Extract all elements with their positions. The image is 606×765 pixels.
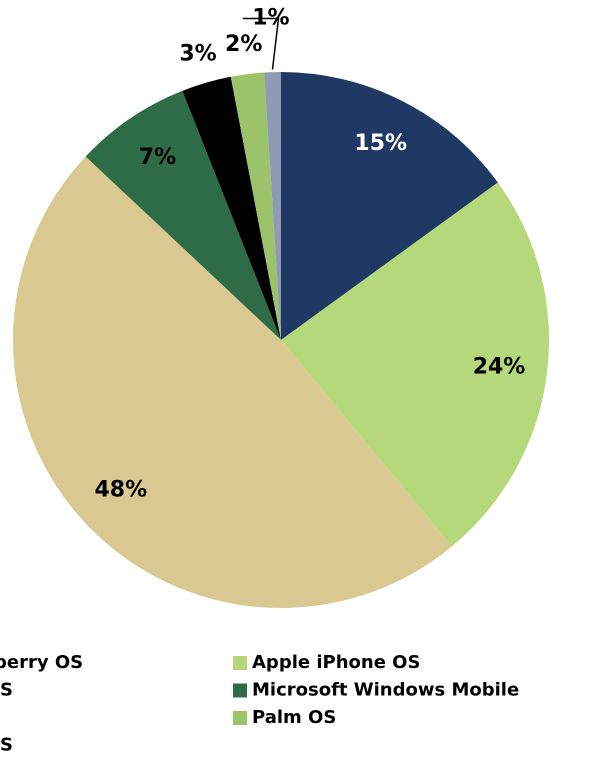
data-label: 2%: [225, 32, 262, 57]
pie-slice: [281, 72, 498, 340]
legend-label: Palm OS: [252, 707, 336, 728]
data-label: 7%: [139, 145, 176, 170]
pie-slice: [12, 156, 452, 609]
legend-label: Microsoft Windows Mobile: [252, 680, 519, 701]
data-label: 48%: [94, 477, 147, 502]
legend-label: berry OS: [0, 652, 83, 673]
data-label: 1%: [252, 6, 289, 31]
pie-slice: [182, 76, 281, 341]
legend-swatch: [233, 683, 247, 698]
legend-swatch: [233, 656, 247, 670]
pie-slice: [281, 182, 549, 547]
data-label: 24%: [473, 355, 526, 380]
legend-label: S: [0, 735, 13, 756]
pie-slice: [230, 72, 281, 340]
legend-label: Apple iPhone OS: [252, 652, 420, 673]
data-label: 3%: [179, 41, 216, 66]
leader-line: [242, 17, 280, 70]
data-label: 15%: [354, 131, 407, 156]
legend-swatch: [233, 711, 247, 725]
pie-slice: [85, 90, 281, 340]
pie-slice: [264, 72, 281, 340]
legend-label: S: [0, 680, 13, 701]
